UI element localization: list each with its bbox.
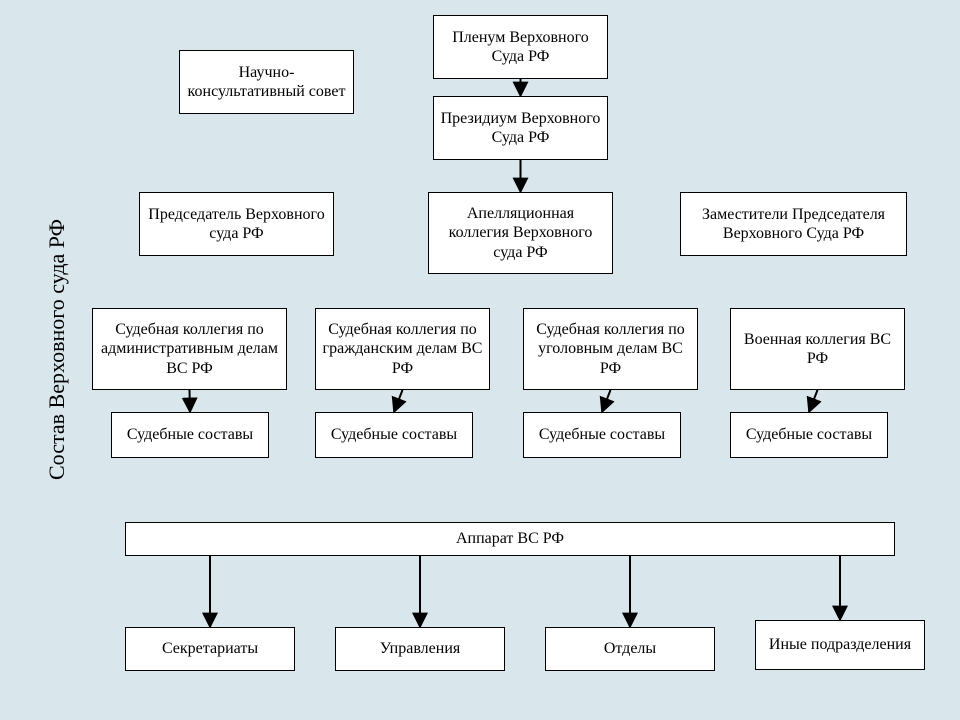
node-deputies: Заместители Председателя Верховного Суда… [680,192,907,256]
node-label: Иные подразделения [769,635,911,654]
node-label: Отделы [604,639,656,658]
node-label: Заместители Председателя Верховного Суда… [687,205,900,243]
node-label: Судебная коллегия по административным де… [99,320,280,378]
node-comp_civ: Судебные составы [315,412,473,458]
node-mgmt: Управления [335,627,505,671]
node-coll_mil: Военная коллегия ВС РФ [730,308,905,390]
edge-coll_crim-comp_crim [602,390,611,412]
node-comp_adm: Судебные составы [111,412,269,458]
node-label: Председатель Верховного суда РФ [146,205,327,243]
node-advisory: Научно-консультативный совет [179,50,354,114]
diagram-canvas: Состав Верховного суда РФ Пленум Верховн… [0,0,960,720]
edge-coll_mil-comp_mil [809,390,818,412]
node-coll_adm: Судебная коллегия по административным де… [92,308,287,390]
node-label: Пленум Верховного Суда РФ [440,28,601,66]
node-label: Судебные составы [539,425,665,444]
edge-coll_civ-comp_civ [394,390,403,412]
node-label: Судебные составы [746,425,872,444]
node-plenum: Пленум Верховного Суда РФ [433,15,608,79]
node-label: Президиум Верховного Суда РФ [440,109,601,147]
node-label: Секретариаты [162,639,258,658]
node-coll_civ: Судебная коллегия по гражданским делам В… [315,308,490,390]
diagram-title-vertical: Состав Верховного суда РФ [44,219,70,480]
node-comp_crim: Судебные составы [523,412,681,458]
node-coll_crim: Судебная коллегия по уголовным делам ВС … [523,308,698,390]
node-label: Судебная коллегия по уголовным делам ВС … [530,320,691,378]
node-label: Судебная коллегия по гражданским делам В… [322,320,483,378]
node-appeal: Апелляционная коллегия Верховного суда Р… [428,192,613,274]
node-label: Судебные составы [331,425,457,444]
node-comp_mil: Судебные составы [730,412,888,458]
node-other: Иные подразделения [755,620,925,670]
node-chairman: Председатель Верховного суда РФ [139,192,334,256]
node-label: Апелляционная коллегия Верховного суда Р… [435,204,606,262]
node-secr: Секретариаты [125,627,295,671]
edge-coll_adm-comp_adm [190,390,191,412]
node-dept: Отделы [545,627,715,671]
node-label: Управления [380,639,461,658]
node-label: Научно-консультативный совет [186,63,347,101]
node-label: Военная коллегия ВС РФ [737,330,898,368]
node-label: Аппарат ВС РФ [456,529,564,548]
node-apparatus: Аппарат ВС РФ [125,522,895,556]
node-label: Судебные составы [127,425,253,444]
node-presidium: Президиум Верховного Суда РФ [433,96,608,160]
